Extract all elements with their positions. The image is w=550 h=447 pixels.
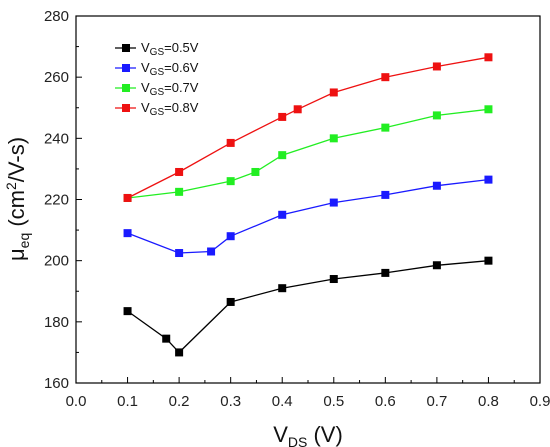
x-tick-label: 0.1 [117,393,138,410]
data-point [381,123,390,132]
y-tick-label: 180 [44,314,69,331]
x-tick-label: 0.4 [272,393,293,410]
data-point [432,261,441,270]
y-tick-label: 240 [44,130,69,147]
x-tick-label: 0.9 [530,393,550,410]
data-point [329,198,338,207]
data-point [175,167,184,176]
data-point [293,105,302,114]
data-point [432,111,441,120]
data-point [278,210,287,219]
legend: VGS=0.5V VGS=0.6V VGS=0.7V VGS=0.8V [115,40,199,118]
legend-label: VGS=0.6V [141,60,199,78]
legend-marker [122,44,130,52]
data-point [123,193,132,202]
data-point [329,88,338,97]
data-point [175,249,184,258]
y-axis-title: μeq (cm2/V-s) [3,137,32,261]
series-layer [123,53,493,357]
x-tick-label: 0.5 [323,393,344,410]
data-point [226,232,235,241]
series-line [127,56,489,199]
legend-marker [122,104,130,112]
data-point [484,175,493,184]
y-tick-label: 160 [44,375,69,392]
legend-label: VGS=0.5V [141,40,199,58]
y-tick-label: 260 [44,69,69,86]
data-point [484,105,493,114]
data-point [432,181,441,190]
data-point [123,307,132,316]
axis-ticks: 0.0 0.1 0.2 0.3 0.4 0.5 0.6 0.7 0.8 0.9 160 180 200 2… [44,8,550,410]
x-tick-label: 0.2 [169,393,190,410]
data-point [226,297,235,306]
x-tick-label: 0.7 [426,393,447,410]
y-tick-label: 200 [44,253,69,270]
legend-marker [122,64,130,72]
legend-label: VGS=0.8V [141,100,199,118]
data-point [175,187,184,196]
x-tick-label: 0.8 [478,393,499,410]
data-point [484,256,493,265]
data-point [278,284,287,293]
data-point [484,53,493,62]
data-point [278,112,287,121]
data-point [432,62,441,71]
data-point [329,134,338,143]
data-point [207,247,216,256]
x-tick-label: 0.6 [375,393,396,410]
data-point [123,229,132,238]
series-line [127,260,489,354]
legend-label: VGS=0.7V [141,80,199,98]
data-point [162,334,171,343]
data-point [381,268,390,277]
x-tick-label: 0.3 [220,393,241,410]
data-point [381,190,390,199]
data-point [329,275,338,284]
data-point [226,177,235,186]
y-tick-label: 280 [44,8,69,25]
data-point [175,348,184,357]
x-axis-title: VDS (V) [273,422,343,447]
x-tick-label: 0.0 [66,393,87,410]
data-point [278,151,287,160]
data-point [226,138,235,147]
data-point [251,167,260,176]
y-tick-label: 220 [44,192,69,209]
data-point [381,73,390,82]
legend-marker [122,84,130,92]
